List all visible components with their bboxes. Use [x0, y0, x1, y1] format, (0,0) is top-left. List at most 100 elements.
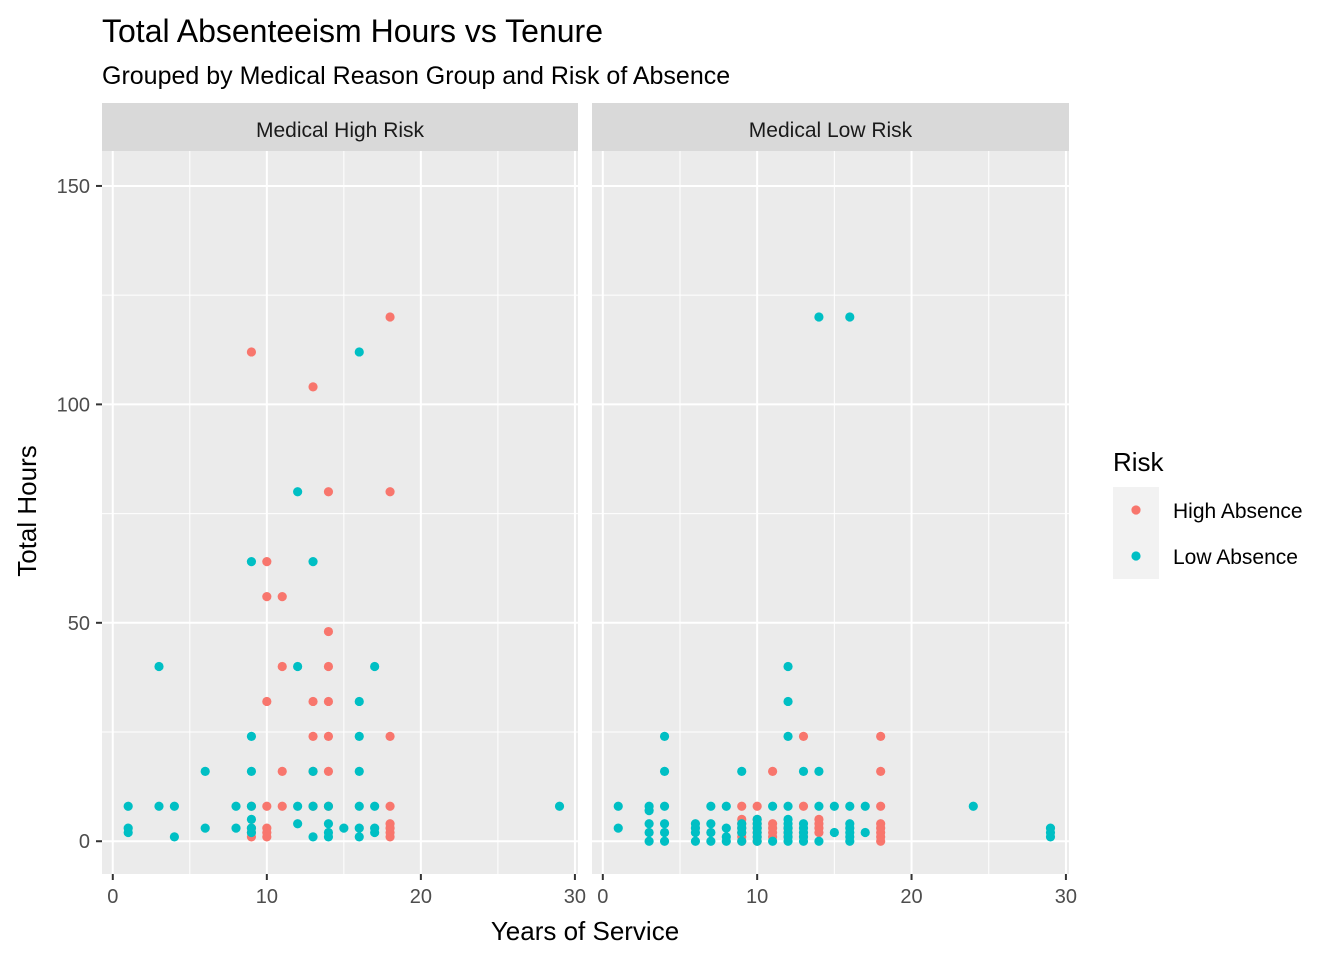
- data-point: [814, 836, 824, 846]
- data-point: [644, 819, 654, 829]
- facet-strip: [102, 103, 578, 151]
- data-point: [690, 836, 701, 846]
- data-point: [323, 696, 334, 707]
- data-point: [1045, 832, 1056, 842]
- data-point: [277, 766, 287, 776]
- data-point: [845, 312, 855, 322]
- x-tick-label: 20: [410, 886, 432, 908]
- data-point: [308, 832, 318, 842]
- data-point: [737, 827, 747, 838]
- data-point: [876, 731, 886, 741]
- data-point: [277, 801, 287, 811]
- facet-panel: Medical High Risk 0 10 20 30 0 50 100 150: [57, 103, 586, 908]
- y-tick-label: 100: [57, 394, 90, 416]
- data-point: [876, 836, 886, 846]
- data-point: [829, 827, 839, 838]
- facet-strip-label: Medical High Risk: [256, 119, 425, 142]
- data-point: [246, 801, 257, 811]
- data-point: [246, 347, 257, 357]
- data-point: [354, 766, 364, 776]
- data-point: [246, 766, 257, 776]
- data-point: [845, 801, 855, 811]
- data-point: [385, 312, 395, 322]
- data-point: [385, 487, 395, 497]
- data-point: [659, 827, 670, 838]
- data-point: [659, 836, 670, 846]
- data-point: [123, 827, 133, 838]
- data-point: [644, 836, 654, 846]
- data-point: [308, 801, 318, 811]
- data-point: [154, 661, 164, 672]
- facet-panel: Medical Low Risk 0 10 20 30: [592, 103, 1077, 908]
- data-point: [768, 836, 778, 846]
- data-point: [783, 731, 793, 741]
- panel-background: [592, 151, 1069, 874]
- data-point: [613, 823, 623, 833]
- data-point: [354, 347, 364, 357]
- data-point: [814, 827, 824, 838]
- data-point: [323, 801, 334, 811]
- data-point: [323, 819, 334, 829]
- data-point: [323, 626, 334, 637]
- series-low-absence: [613, 312, 1056, 846]
- data-point: [323, 766, 334, 776]
- data-point: [262, 832, 272, 842]
- data-point: [798, 766, 809, 776]
- data-point: [814, 766, 824, 776]
- x-tick-label: 10: [746, 886, 768, 908]
- legend-keys: High Absence Low Absence: [1131, 500, 1303, 569]
- y-tick-label: 50: [68, 613, 90, 635]
- data-point: [308, 557, 318, 567]
- data-point: [354, 823, 364, 833]
- data-point: [169, 832, 180, 842]
- data-point: [385, 832, 395, 842]
- data-point: [798, 801, 809, 811]
- data-point: [659, 819, 670, 829]
- x-tick-label: 20: [900, 886, 922, 908]
- data-point: [200, 766, 210, 776]
- data-point: [721, 823, 731, 833]
- data-point: [308, 382, 318, 392]
- data-point: [783, 661, 793, 672]
- data-point: [385, 801, 395, 811]
- data-point: [737, 801, 747, 811]
- data-point: [246, 827, 257, 838]
- data-point: [706, 819, 716, 829]
- x-tick-label: 0: [107, 886, 118, 908]
- data-point: [721, 836, 731, 846]
- series-low-absence: [123, 347, 565, 842]
- data-point: [860, 827, 870, 838]
- data-point: [123, 801, 133, 811]
- data-point: [154, 801, 164, 811]
- data-point: [613, 801, 623, 811]
- y-tick-label: 0: [79, 831, 90, 853]
- data-point: [968, 801, 978, 811]
- data-point: [262, 696, 272, 707]
- data-point: [293, 487, 303, 497]
- legend-key-background: [1113, 487, 1159, 579]
- data-point: [690, 827, 701, 838]
- data-point: [829, 801, 839, 811]
- data-point: [706, 836, 716, 846]
- data-point: [354, 696, 364, 707]
- y-axis-label: Total Hours: [12, 445, 42, 577]
- data-point: [752, 836, 762, 846]
- data-point: [308, 766, 318, 776]
- data-point: [354, 731, 364, 741]
- data-point: [323, 487, 334, 497]
- legend: Risk High Absence Low Absence: [1113, 447, 1303, 579]
- data-point: [308, 696, 318, 707]
- data-point: [876, 801, 886, 811]
- data-point: [706, 801, 716, 811]
- data-point: [323, 832, 334, 842]
- data-point: [768, 766, 778, 776]
- x-tick-label: 10: [256, 886, 278, 908]
- data-point: [783, 801, 793, 811]
- data-point: [644, 827, 654, 838]
- data-point: [246, 557, 257, 567]
- legend-label: Low Absence: [1173, 546, 1298, 569]
- data-point: [277, 591, 287, 602]
- data-point: [768, 801, 778, 811]
